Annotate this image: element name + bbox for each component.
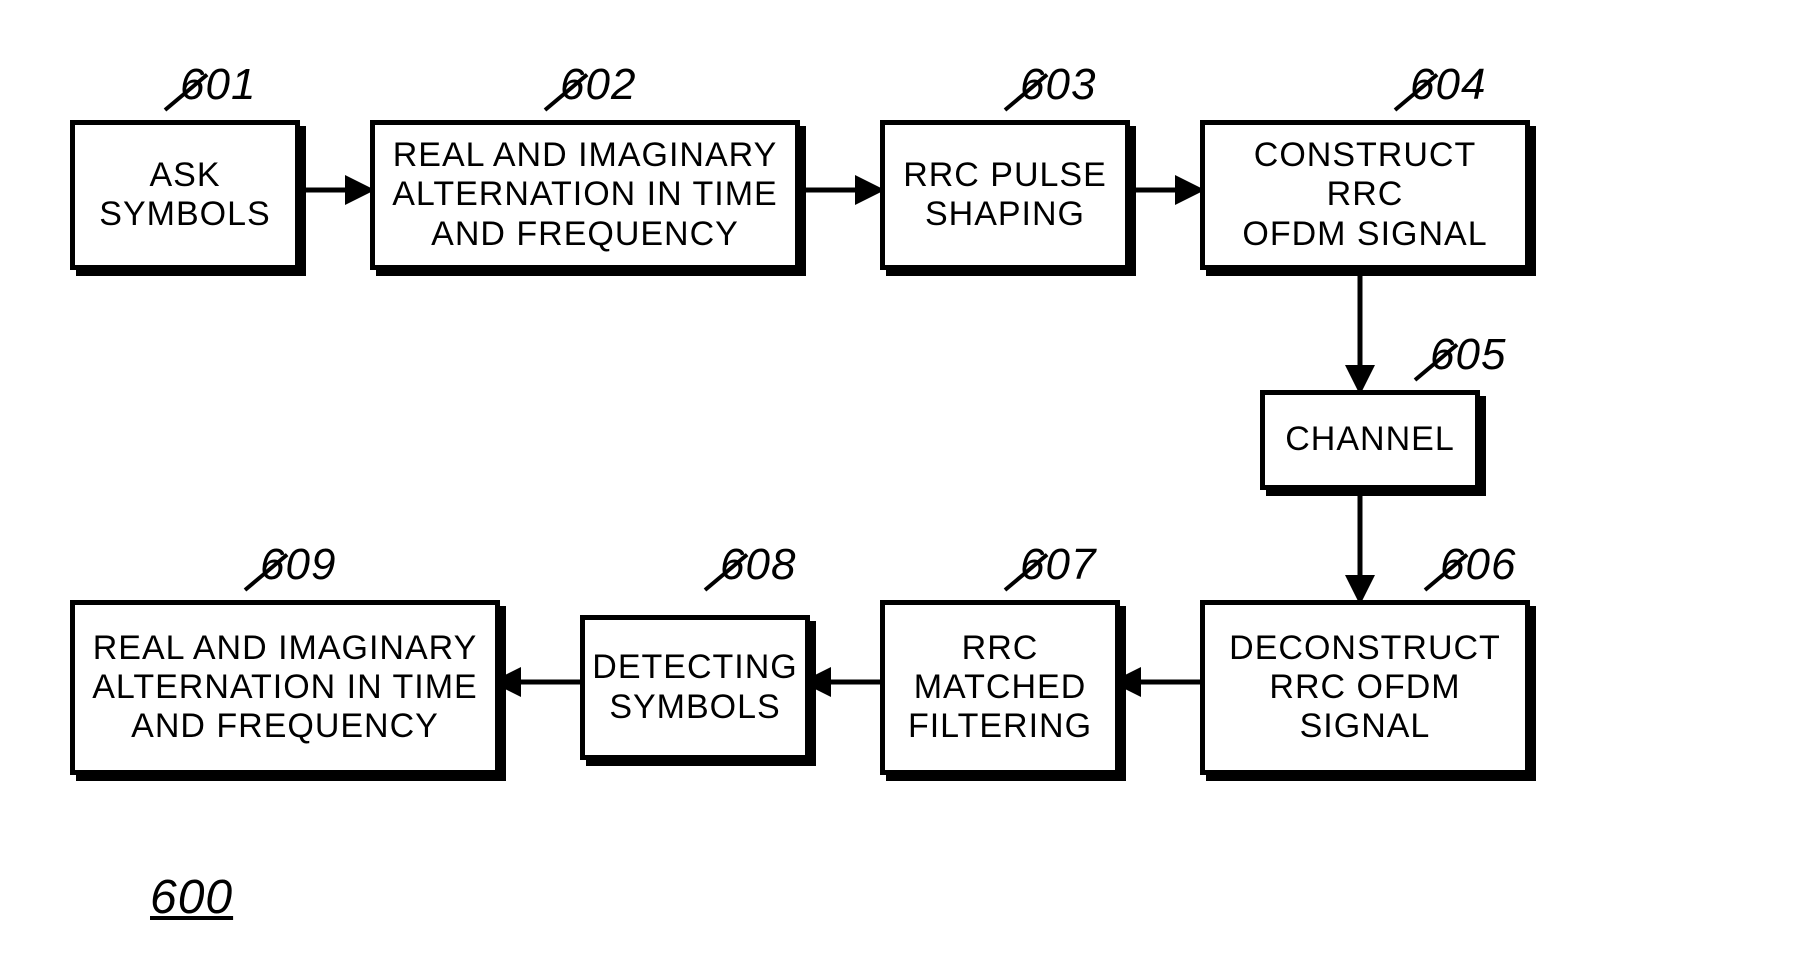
node-602-real-imag-alternation-tx: REAL AND IMAGINARYALTERNATION IN TIMEAND…: [370, 120, 800, 270]
node-602-text: REAL AND IMAGINARYALTERNATION IN TIMEAND…: [384, 132, 785, 257]
node-608-detecting-symbols: DETECTINGSYMBOLS: [580, 615, 810, 760]
node-607-rrc-matched-filtering: RRCMATCHEDFILTERING: [880, 600, 1120, 775]
node-601-text: ASKSYMBOLS: [91, 152, 278, 238]
node-606-deconstruct-rrc-ofdm: DECONSTRUCTRRC OFDMSIGNAL: [1200, 600, 1530, 775]
node-608-text: DETECTINGSYMBOLS: [584, 644, 805, 730]
flowchart-canvas: ASKSYMBOLS 601 REAL AND IMAGINARYALTERNA…: [0, 0, 1804, 976]
node-605-text: CHANNEL: [1277, 416, 1462, 463]
node-609-text: REAL AND IMAGINARYALTERNATION IN TIMEAND…: [84, 625, 485, 750]
node-603-text: RRC PULSESHAPING: [895, 152, 1115, 238]
node-603-rrc-pulse-shaping: RRC PULSESHAPING: [880, 120, 1130, 270]
figure-label: 600: [150, 870, 233, 925]
node-609-real-imag-alternation-rx: REAL AND IMAGINARYALTERNATION IN TIMEAND…: [70, 600, 500, 775]
node-601-ask-symbols: ASKSYMBOLS: [70, 120, 300, 270]
node-604-text: CONSTRUCT RRCOFDM SIGNAL: [1205, 132, 1525, 257]
node-604-construct-rrc-ofdm: CONSTRUCT RRCOFDM SIGNAL: [1200, 120, 1530, 270]
node-606-text: DECONSTRUCTRRC OFDMSIGNAL: [1221, 625, 1509, 750]
node-607-text: RRCMATCHEDFILTERING: [900, 625, 1100, 750]
node-605-channel: CHANNEL: [1260, 390, 1480, 490]
